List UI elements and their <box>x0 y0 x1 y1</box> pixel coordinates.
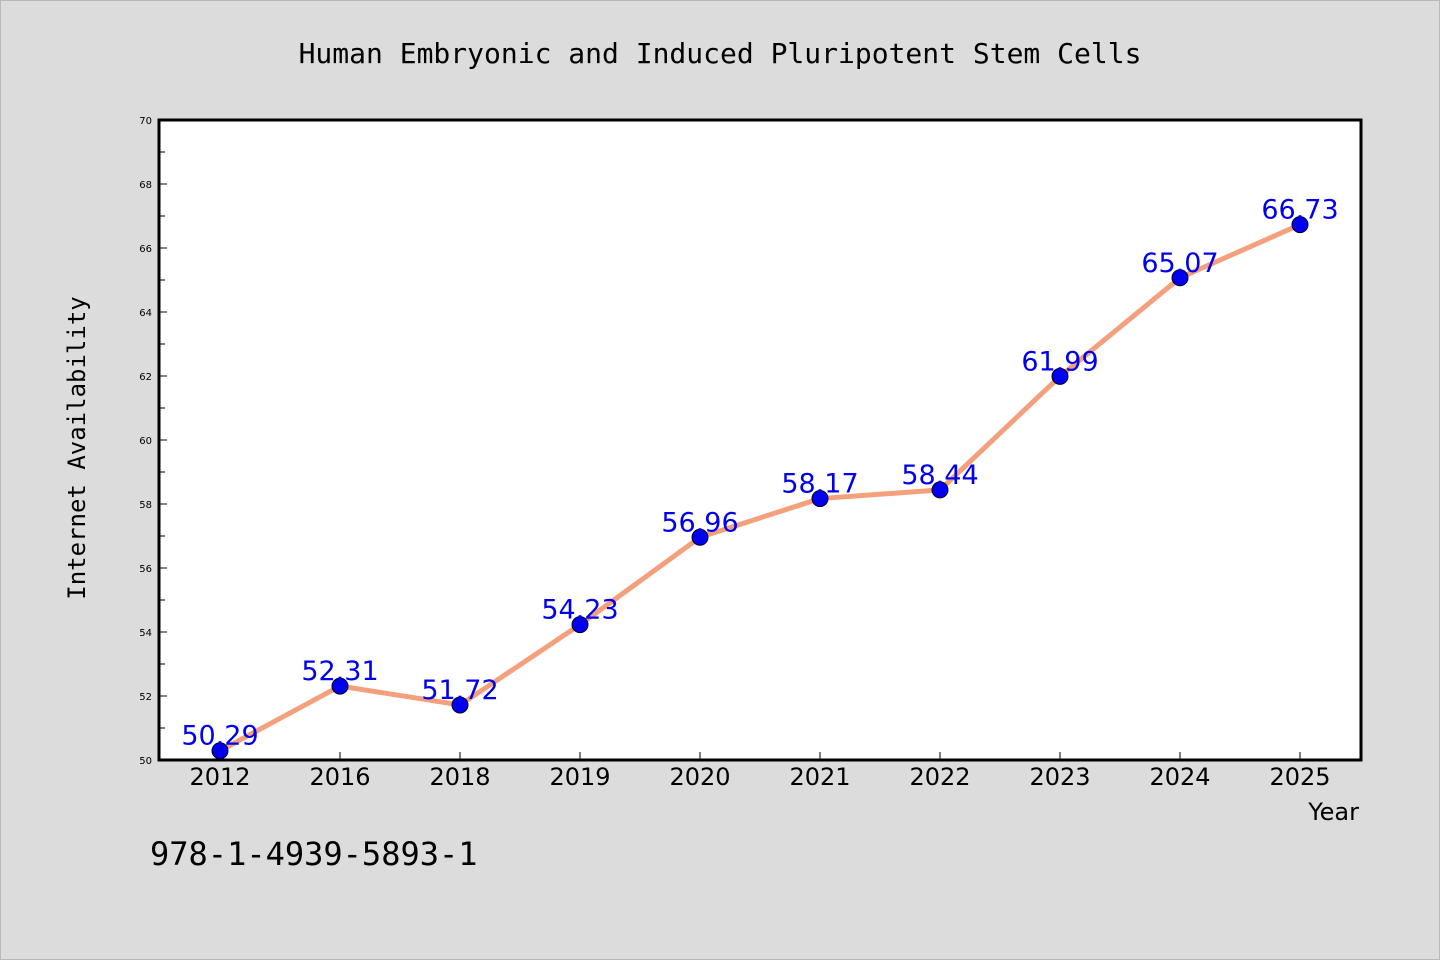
x-tick-label: 2016 <box>309 763 370 791</box>
data-labels: 50.29 52.31 51.72 54.23 56.96 58.17 58.44 61.99… <box>181 195 1338 752</box>
x-axis: 2012 2016 2018 2019 2020 2021 2022 2023 2024 2025 <box>189 752 1331 791</box>
data-label: 65.07 <box>1141 248 1218 279</box>
x-axis-label: Year <box>1307 798 1359 826</box>
data-point <box>811 490 829 508</box>
data-label: 51.72 <box>421 675 498 706</box>
y-tick-label: 58 <box>139 500 152 511</box>
data-point <box>691 528 709 546</box>
y-tick-label: 60 <box>139 436 152 447</box>
data-point <box>1291 216 1309 234</box>
x-tick-label: 2018 <box>429 763 490 791</box>
data-label: 61.99 <box>1021 346 1098 377</box>
y-tick-label: 54 <box>139 628 152 639</box>
y-axis: 50 52 54 56 58 60 62 64 66 68 70 <box>139 116 167 767</box>
data-point <box>211 742 229 760</box>
data-point <box>931 481 949 499</box>
y-tick-label: 64 <box>139 308 152 319</box>
chart-title: Human Embryonic and Induced Pluripotent … <box>299 37 1142 70</box>
data-label: 56.96 <box>661 507 738 538</box>
y-tick-label: 66 <box>139 244 152 255</box>
data-label: 54.23 <box>541 595 618 626</box>
data-label: 66.73 <box>1261 195 1338 226</box>
x-tick-label: 2020 <box>669 763 730 791</box>
data-point <box>571 616 589 634</box>
x-tick-label: 2019 <box>549 763 610 791</box>
y-tick-label: 52 <box>139 692 152 703</box>
data-point <box>331 677 349 695</box>
y-tick-label: 62 <box>139 372 152 383</box>
series-line <box>211 216 1309 760</box>
data-label: 52.31 <box>301 656 378 687</box>
x-tick-label: 2022 <box>909 763 970 791</box>
plot-area <box>157 118 1363 762</box>
x-tick-label: 2025 <box>1269 763 1330 791</box>
series-path <box>217 222 1303 754</box>
isbn-label: 978-1-4939-5893-1 <box>150 835 478 873</box>
x-tick-label: 2012 <box>189 763 250 791</box>
y-tick-label: 70 <box>139 116 152 127</box>
data-point <box>451 696 469 714</box>
y-tick-label: 68 <box>139 180 152 191</box>
y-tick-label: 56 <box>139 564 152 575</box>
data-label: 50.29 <box>181 721 258 752</box>
x-tick-label: 2021 <box>789 763 850 791</box>
x-tick-label: 2024 <box>1149 763 1210 791</box>
data-label: 58.44 <box>901 460 978 491</box>
y-axis-label: Internet Availability <box>63 296 91 599</box>
x-tick-label: 2023 <box>1029 763 1090 791</box>
data-point <box>1171 269 1189 287</box>
data-label: 58.17 <box>781 469 858 500</box>
data-point <box>1051 367 1069 385</box>
y-tick-label: 50 <box>139 756 152 767</box>
